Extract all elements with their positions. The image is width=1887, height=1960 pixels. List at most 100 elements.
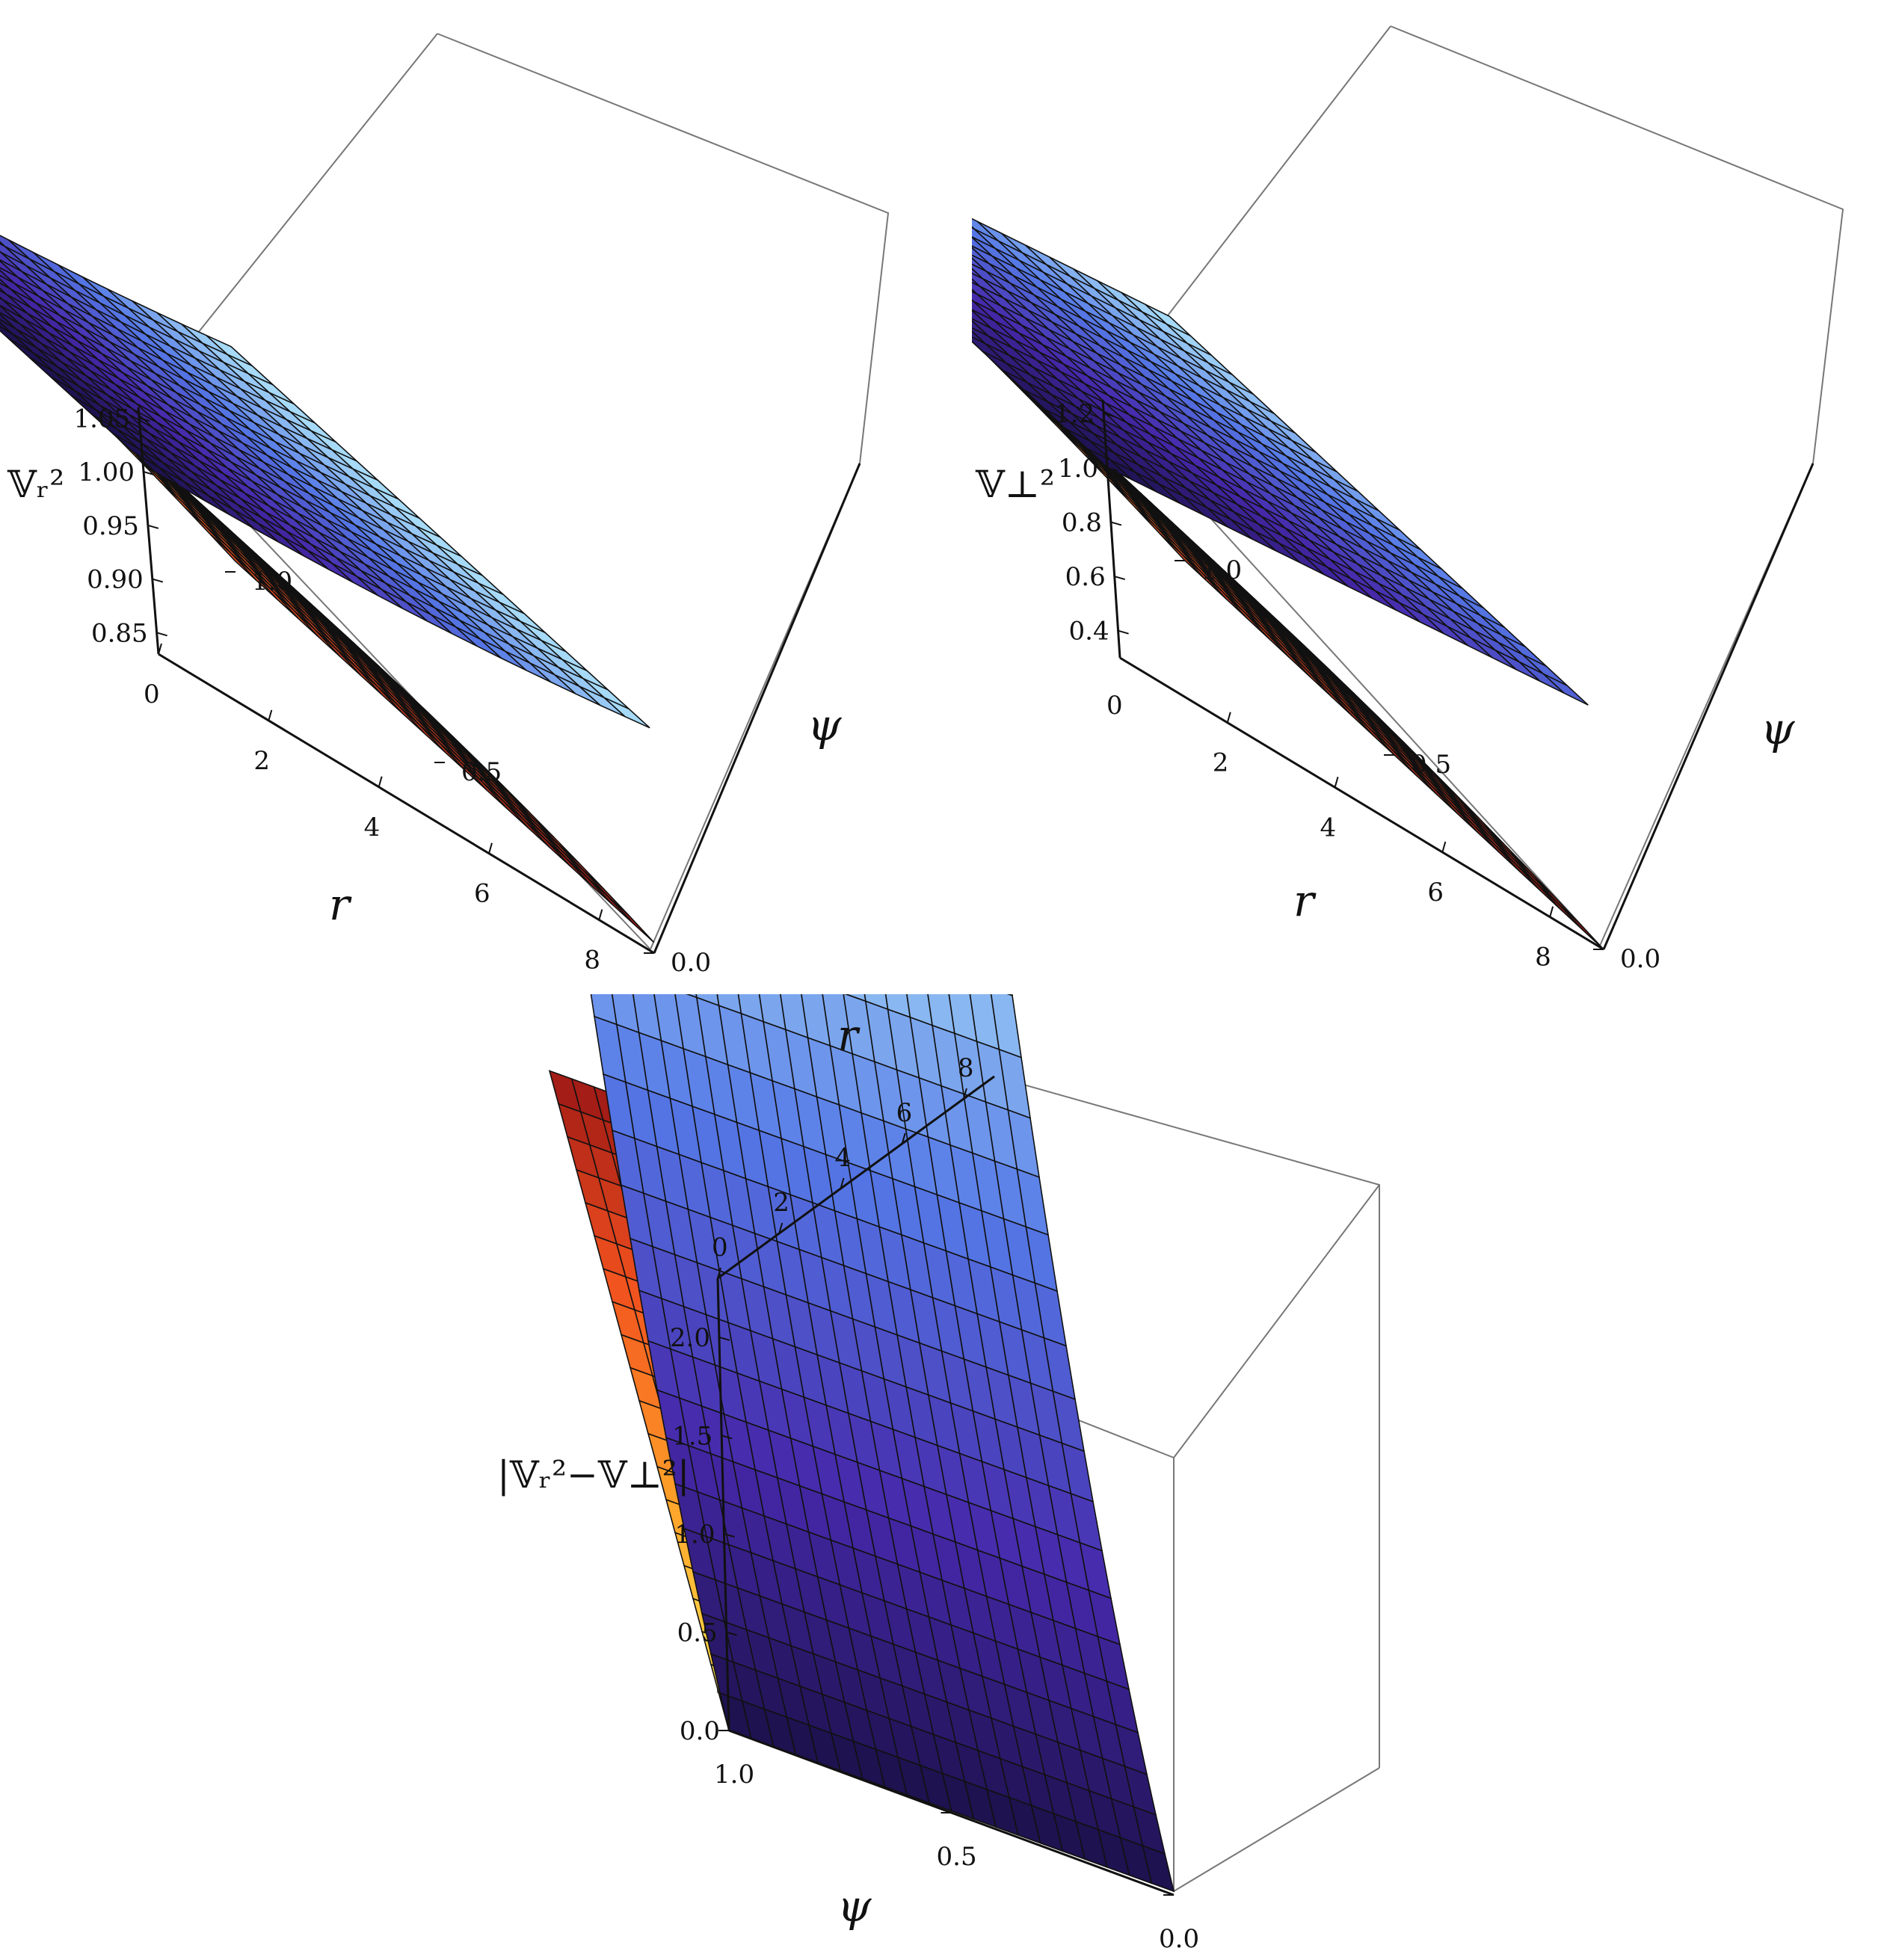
r-tick-label: 2	[773, 1188, 789, 1218]
r-ticks: 2 4 6 8	[1213, 712, 1554, 973]
chart-vr2: 0.85 0.90 0.95 1.00 1.05 0 2 4 6 8 0.0 0.5 1.0 𝕍ᵣ²…	[0, 0, 964, 987]
psi-axis-label: ψ	[1761, 703, 1795, 754]
r-tick-label: 8	[1535, 943, 1551, 973]
surfaces	[0, 235, 655, 943]
z-tick-label: 0.85	[91, 618, 148, 648]
psi-tick-label: 1.0	[1201, 555, 1242, 585]
surface-cell	[779, 994, 809, 1039]
surface-cell	[990, 994, 1022, 1058]
surface-cell	[884, 994, 911, 1019]
r-tick-label: 0	[144, 679, 160, 709]
chart-vperp2-svg: 0.4 0.6 0.8 1.0 1.2 2 4 6 8 0.0 0.5 1.0 0 𝕍⊥² r ψ	[972, 25, 1844, 974]
psi-ticks: 0.0 0.5 1.0	[225, 567, 711, 978]
surface-cell	[758, 994, 786, 1031]
chart-vr2-svg: 0.85 0.90 0.95 1.00 1.05 0 2 4 6 8 0.0 0.5 1.0 𝕍ᵣ²…	[0, 33, 890, 978]
surface-cell	[822, 994, 853, 1055]
surface-blue	[0, 235, 650, 729]
r-tick-label: 6	[474, 879, 490, 909]
surface-cell	[906, 994, 933, 1026]
r-tick-mark	[840, 1177, 845, 1189]
r-axis-label: r	[329, 879, 352, 930]
z-tick-mark	[726, 1631, 738, 1636]
r-tick-mark	[962, 1088, 967, 1100]
z-tick-label: 2.0	[670, 1323, 710, 1353]
chart-vperp2: 0.4 0.6 0.8 1.0 1.2 2 4 6 8 0.0 0.5 1.0 0 𝕍⊥² r ψ	[972, 0, 1887, 987]
z-tick-label: 0.8	[1062, 508, 1102, 537]
z-tick-mark	[143, 471, 155, 476]
z-tick-mark	[138, 417, 150, 422]
surface-cell	[948, 994, 978, 1043]
r-ticks: 0 2 4 6 8	[144, 643, 603, 976]
z-tick-mark	[1118, 629, 1129, 635]
r-axis-label: r	[1293, 875, 1317, 926]
psi-ticks: 0.0 0.5 1.0	[1175, 555, 1660, 974]
r-tick-label: 4	[834, 1143, 851, 1173]
z-ticks: 0.0 0.5 1.0 1.5 2.0	[670, 1323, 740, 1746]
r-zero-tick-label: 0	[1106, 691, 1123, 721]
z-tick-label: 0.5	[677, 1618, 718, 1648]
psi-axis-label: ψ	[837, 1881, 872, 1932]
r-axis-label: r	[837, 1010, 861, 1061]
z-tick-label: 1.2	[1054, 399, 1095, 429]
z-tick-mark	[724, 1532, 735, 1538]
surface-blue	[590, 994, 1175, 1893]
z-tick-label: 1.00	[78, 457, 135, 487]
psi-tick-label: 0.5	[461, 757, 502, 787]
r-axis-line	[717, 1075, 995, 1280]
surface-cell	[548, 1070, 582, 1113]
r-tick-label: 6	[1427, 878, 1444, 907]
psi-tick-label: 1.0	[714, 1760, 754, 1790]
r-tick-label: 2	[253, 746, 270, 776]
z-axis-line	[137, 407, 160, 655]
r-tick-mark	[901, 1132, 906, 1144]
r-tick-mark	[488, 842, 493, 854]
z-tick-mark	[721, 1434, 733, 1440]
psi-tick-label: 0.5	[1411, 750, 1451, 780]
surface-blue	[972, 218, 1589, 706]
z-axis-label: |𝕍ᵣ²−𝕍⊥²|	[497, 1453, 690, 1497]
chart-difference: 0.0 0.5 1.0 1.5 2.0 0 2 4 6 8 1.0 0.5 0.0 |𝕍ᵣ²−𝕍⊥²…	[464, 994, 1435, 1960]
psi-axis-label: ψ	[807, 700, 842, 751]
surface-cell	[801, 994, 831, 1047]
r-axis-line	[158, 653, 655, 955]
r-tick-label: 4	[1320, 813, 1337, 842]
z-tick-label: 1.0	[1058, 454, 1098, 484]
surface-cell	[844, 994, 866, 1002]
r-tick-label: 2	[1213, 748, 1229, 778]
r-tick-mark	[1226, 712, 1231, 723]
surfaces	[548, 994, 1175, 1893]
z-tick-mark	[147, 524, 159, 529]
surfaces	[972, 218, 1604, 950]
psi-tick-label: 0.0	[671, 948, 711, 978]
r-tick-mark	[1549, 906, 1554, 917]
r-tick-mark	[158, 643, 162, 655]
psi-tick-label: 1.0	[252, 567, 292, 597]
surface-cell	[927, 994, 955, 1035]
z-tick-mark	[152, 578, 164, 583]
surface-cell	[590, 994, 618, 1026]
r-ticks: 0 2 4 6 8	[712, 1053, 974, 1279]
surface-cell	[1145, 303, 1191, 336]
r-tick-mark	[268, 709, 273, 721]
z-tick-mark	[718, 1336, 730, 1341]
z-tick-label: 1.0	[674, 1520, 715, 1550]
z-tick-label: 0.0	[680, 1716, 720, 1746]
psi-axis-line	[1602, 463, 1814, 950]
psi-tick-label: 0.0	[1159, 1924, 1199, 1954]
r-tick-label: 0	[712, 1233, 728, 1263]
r-tick-mark	[598, 909, 603, 920]
surface-cell	[209, 534, 257, 581]
z-ticks: 0.85 0.90 0.95 1.00 1.05	[73, 404, 167, 648]
surface-cell	[1542, 673, 1589, 706]
surface-cell	[603, 697, 650, 729]
r-tick-label: 4	[364, 813, 381, 842]
surface-cell	[1006, 994, 1013, 996]
r-tick-mark	[778, 1222, 784, 1234]
z-axis-label: 𝕍ᵣ²	[7, 463, 64, 506]
psi-tick-label: 0.5	[937, 1842, 977, 1872]
z-tick-label: 0.4	[1069, 617, 1109, 647]
r-tick-mark	[378, 776, 383, 788]
psi-tick-label: 0.0	[1620, 944, 1660, 974]
z-tick-label: 1.05	[73, 404, 130, 434]
z-axis-line	[716, 1278, 730, 1731]
